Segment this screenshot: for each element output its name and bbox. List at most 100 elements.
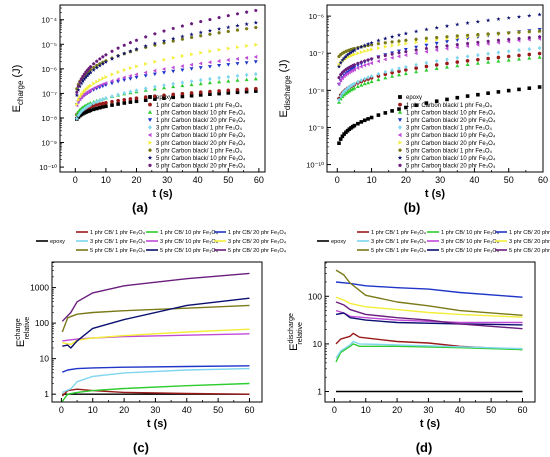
data-point xyxy=(362,76,367,81)
data-point xyxy=(349,87,353,92)
data-point xyxy=(104,104,108,109)
data-point xyxy=(235,28,240,32)
data-point xyxy=(128,74,132,78)
data-point xyxy=(496,31,501,35)
legend-marker xyxy=(398,125,402,130)
data-point xyxy=(397,72,401,77)
data-point xyxy=(235,90,240,95)
data-point xyxy=(348,50,354,55)
data-point xyxy=(340,76,344,81)
data-point xyxy=(244,87,249,92)
data-point xyxy=(244,61,249,65)
data-point xyxy=(506,88,511,93)
data-point xyxy=(496,50,501,55)
data-point xyxy=(337,141,341,145)
data-point xyxy=(98,57,102,61)
x-tick-label: 0 xyxy=(59,405,64,415)
data-point xyxy=(383,36,388,41)
y-axis-label: Echarge relative xyxy=(15,317,31,347)
data-point xyxy=(171,69,176,74)
series-line-cb1_fe10 xyxy=(61,382,250,402)
data-point xyxy=(455,38,460,42)
data-point xyxy=(383,44,388,49)
y-tick-label: 10⁻⁹ xyxy=(41,139,57,148)
legend-label: 5 phr CB/ 1 phr Fe₃O₄ xyxy=(371,248,427,254)
data-point xyxy=(517,87,521,92)
legend-label: 3 phr Carbon black/ 20 phr Fe₃O₄ xyxy=(406,141,496,147)
data-point xyxy=(465,94,470,98)
data-point xyxy=(235,62,240,66)
legend-label: 1 phr CB/ 1 phr Fe₃O₄ xyxy=(371,230,427,236)
data-point xyxy=(109,56,115,61)
data-point xyxy=(424,46,429,50)
data-point xyxy=(537,85,542,89)
data-point xyxy=(383,72,388,77)
data-point xyxy=(506,31,511,35)
x-tick-label: 40 xyxy=(193,175,203,185)
data-point xyxy=(254,42,258,47)
data-point xyxy=(103,81,108,86)
y-tick-label: 10⁻⁶ xyxy=(309,12,324,21)
data-point xyxy=(189,21,194,26)
data-point xyxy=(486,51,490,56)
x-tick-label: 0 xyxy=(332,405,337,415)
legend-label: epoxy xyxy=(50,239,65,245)
data-point xyxy=(198,81,203,86)
data-point xyxy=(171,84,176,89)
data-point xyxy=(369,79,374,84)
data-point xyxy=(116,70,121,75)
legend-label: 5 phr CB/ 10 phr Fe₃O₄ xyxy=(441,248,500,254)
data-point xyxy=(434,48,439,52)
data-point xyxy=(475,19,480,24)
y-tick-label: 10⁻⁶ xyxy=(42,65,57,74)
legend-label: 1 phr CB/ 10 phr Fe₃O₄ xyxy=(441,230,500,236)
data-point xyxy=(180,94,185,99)
y-tick-label: 10⁻⁵ xyxy=(42,40,57,49)
data-point xyxy=(537,12,542,17)
data-point xyxy=(403,53,408,58)
x-tick-label: 40 xyxy=(182,405,192,415)
plot-frame xyxy=(59,4,266,173)
data-point xyxy=(134,46,139,51)
data-point xyxy=(455,63,460,68)
data-point xyxy=(110,99,114,104)
data-point xyxy=(104,96,108,101)
data-point xyxy=(171,65,175,70)
data-point xyxy=(455,22,460,27)
legend-marker xyxy=(397,118,403,122)
x-axis-label: t (s) xyxy=(420,418,441,430)
data-point xyxy=(516,14,522,19)
legend-marker xyxy=(147,132,152,138)
data-point xyxy=(88,88,92,93)
data-point xyxy=(244,27,249,31)
data-point xyxy=(424,60,429,66)
data-point xyxy=(208,92,212,96)
data-point xyxy=(517,30,521,34)
x-tick-label: 0 xyxy=(335,175,340,185)
data-point xyxy=(414,62,418,67)
data-point xyxy=(434,36,439,40)
data-point xyxy=(84,105,88,110)
data-point xyxy=(180,83,185,88)
data-point xyxy=(376,77,381,82)
data-point xyxy=(517,36,521,40)
legend-label: 3 phr Carbon black/ 10 phr Fe₃O₄ xyxy=(156,133,246,139)
data-point xyxy=(352,63,357,67)
data-point xyxy=(507,37,511,41)
data-point xyxy=(171,39,175,43)
data-point xyxy=(340,58,345,63)
data-point xyxy=(91,66,96,70)
data-point xyxy=(91,101,96,106)
data-point xyxy=(79,77,84,81)
data-point xyxy=(171,92,176,97)
data-point xyxy=(404,49,408,54)
data-point xyxy=(486,91,490,95)
legend-label: 3 phr CB/ 10 phr Fe₃O₄ xyxy=(160,239,219,245)
legend-marker xyxy=(147,110,153,114)
data-point xyxy=(363,49,367,54)
data-point xyxy=(162,96,166,100)
data-point xyxy=(76,97,81,102)
data-point xyxy=(75,102,79,107)
data-point xyxy=(444,46,449,51)
y-axis-label: Edischarge relative xyxy=(288,313,304,351)
